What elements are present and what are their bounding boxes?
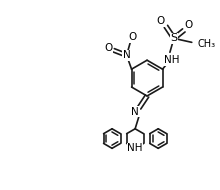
Text: NH: NH	[127, 143, 143, 153]
Text: O: O	[104, 43, 113, 53]
Text: S: S	[170, 33, 178, 43]
Text: N: N	[123, 50, 130, 60]
Text: NH: NH	[164, 55, 180, 65]
Text: CH₃: CH₃	[198, 39, 216, 49]
Text: O: O	[128, 32, 137, 42]
Text: O: O	[185, 21, 193, 30]
Text: O: O	[157, 17, 165, 26]
Text: N: N	[131, 107, 139, 117]
